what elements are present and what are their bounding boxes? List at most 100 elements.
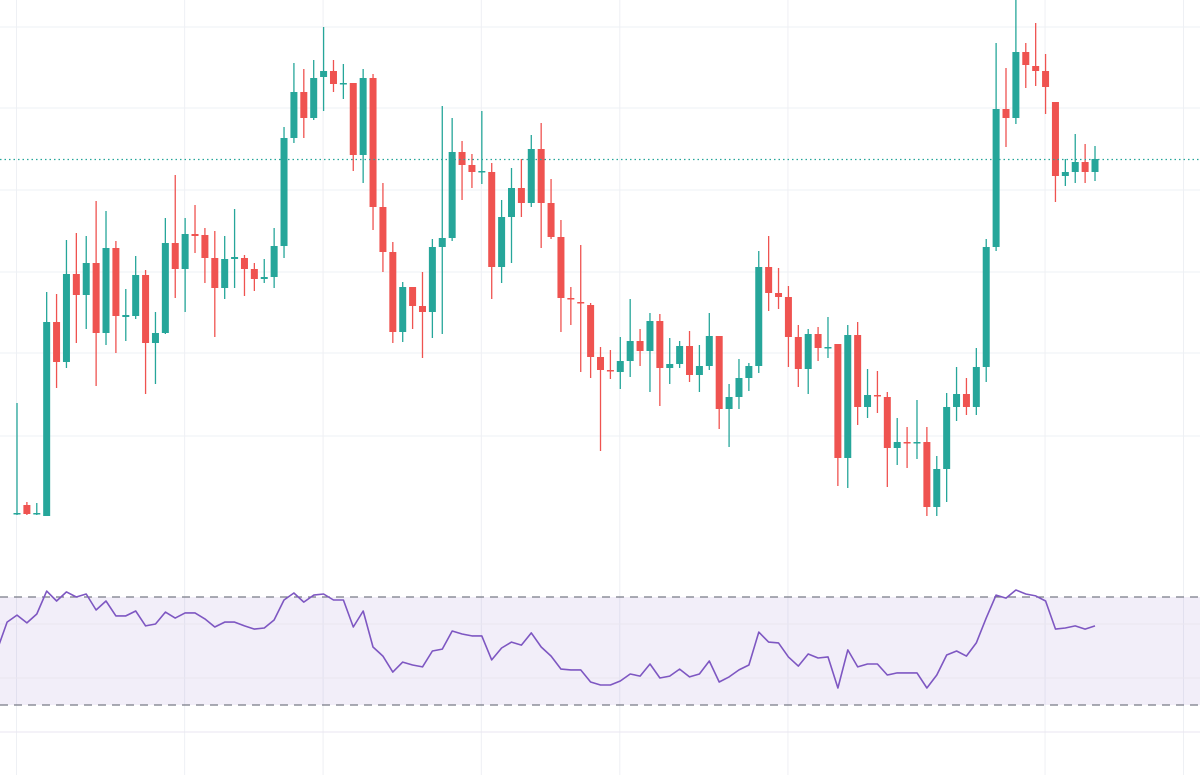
candle xyxy=(300,69,308,138)
candle-body xyxy=(597,357,605,370)
candle-body xyxy=(1012,52,1020,118)
candle-body xyxy=(498,217,506,267)
candle-body xyxy=(765,267,773,293)
rsi-line xyxy=(0,589,1096,689)
candle xyxy=(171,175,179,298)
candle xyxy=(290,63,298,143)
candle-body xyxy=(161,243,169,333)
candle-body xyxy=(132,275,140,316)
candle xyxy=(893,418,901,465)
candle xyxy=(508,168,515,263)
candle xyxy=(151,312,159,384)
candle xyxy=(943,393,951,502)
candle xyxy=(765,236,773,311)
candle-body xyxy=(211,258,219,288)
candle-body xyxy=(1032,66,1040,71)
candle xyxy=(221,236,229,299)
candle-body xyxy=(181,234,189,269)
candle-body xyxy=(735,378,743,397)
candle-body xyxy=(972,367,980,407)
candle xyxy=(260,259,268,283)
candle xyxy=(864,369,872,418)
rsi-band xyxy=(0,597,1200,705)
candle xyxy=(23,502,31,515)
candle xyxy=(320,27,328,111)
candle-body xyxy=(240,258,248,269)
candle xyxy=(211,231,219,337)
candle-body xyxy=(151,333,159,343)
candle xyxy=(804,329,812,394)
candle-body xyxy=(864,395,872,407)
candle xyxy=(854,322,862,425)
candle xyxy=(478,111,486,184)
candle xyxy=(686,331,694,382)
candle-body xyxy=(82,263,90,295)
candle-body xyxy=(656,321,664,368)
candle xyxy=(458,141,466,200)
candle-body xyxy=(646,321,654,351)
candle-body xyxy=(359,78,367,155)
candle xyxy=(448,118,456,241)
candle xyxy=(636,329,644,366)
candle xyxy=(72,233,80,343)
candle xyxy=(577,245,585,372)
candle xyxy=(656,314,664,406)
candle-body xyxy=(320,71,328,77)
candle-body xyxy=(122,315,130,317)
candle xyxy=(606,350,614,379)
candle xyxy=(53,294,61,388)
candle-body xyxy=(1061,172,1069,176)
candle xyxy=(488,163,496,299)
candle xyxy=(705,313,713,370)
candle-body xyxy=(280,138,288,246)
candle-body xyxy=(72,274,80,295)
candle xyxy=(43,292,51,516)
candle-body xyxy=(616,361,624,372)
candle xyxy=(725,384,733,447)
candle-body xyxy=(923,442,931,507)
candle-body xyxy=(577,302,585,304)
candle-body xyxy=(1002,109,1010,118)
candle xyxy=(1032,23,1040,86)
candle-body xyxy=(933,469,941,507)
candle-body xyxy=(102,248,110,333)
candle xyxy=(953,367,961,421)
candle-body xyxy=(794,337,802,369)
candle xyxy=(567,287,575,325)
candle xyxy=(1051,102,1059,202)
candle-body xyxy=(379,207,387,252)
candle xyxy=(132,256,140,319)
candle-body xyxy=(982,247,990,367)
candle xyxy=(498,200,506,283)
candle xyxy=(597,347,605,451)
candle-body xyxy=(478,171,486,173)
candle-body xyxy=(745,366,753,378)
candle-body xyxy=(1051,102,1059,176)
candle xyxy=(369,74,377,230)
candle-body xyxy=(725,397,733,409)
candle-body xyxy=(62,274,70,362)
candle xyxy=(784,286,792,367)
candle-body xyxy=(606,370,614,372)
candle-body xyxy=(587,305,595,357)
candle-body xyxy=(636,341,644,351)
candle xyxy=(1081,144,1089,183)
candle-body xyxy=(418,306,426,312)
candle-body xyxy=(626,341,634,361)
candle-body xyxy=(508,188,515,217)
candle xyxy=(438,106,446,334)
candles xyxy=(13,0,1099,516)
candle xyxy=(933,456,941,516)
candle xyxy=(82,236,90,329)
candle-body xyxy=(992,109,1000,247)
candle xyxy=(428,239,436,338)
candle xyxy=(824,317,832,358)
candle xyxy=(1002,68,1010,147)
candle xyxy=(191,205,199,253)
candle xyxy=(231,209,239,288)
candle xyxy=(646,313,654,392)
candle-body xyxy=(913,442,921,444)
candle xyxy=(775,268,783,309)
candle xyxy=(1071,134,1079,183)
